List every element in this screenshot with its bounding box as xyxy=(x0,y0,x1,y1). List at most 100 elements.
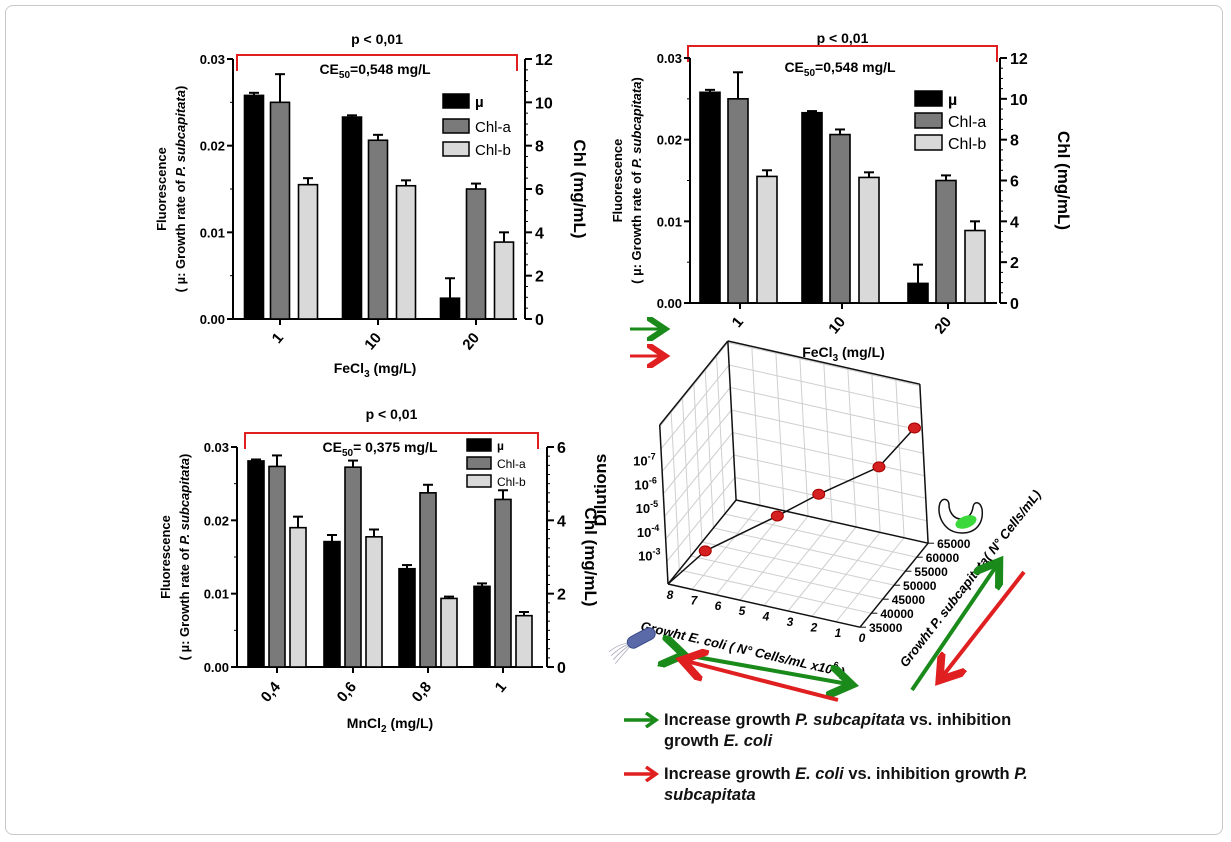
box-edge xyxy=(735,499,929,544)
label-part: ) xyxy=(177,454,192,458)
z-tick-label: 10-3 xyxy=(638,547,660,564)
left-wall-grid xyxy=(704,368,714,529)
x-axis-label: MnCl2 (mg/L) xyxy=(347,715,433,735)
x-tick-label: 4 xyxy=(762,610,770,624)
y-tick-label: 60000 xyxy=(926,551,960,565)
significance-bracket xyxy=(236,54,518,71)
left-tick-label: 0.03 xyxy=(657,51,682,66)
left-tick-label: 0.02 xyxy=(657,133,682,148)
right-axis-label: Chl (mg/mL) xyxy=(581,507,600,606)
legend-label: Chl-a xyxy=(475,119,512,136)
label-species: P. subcapitata xyxy=(173,90,188,176)
back-wall-grid xyxy=(871,373,881,533)
x-label-unit: (mg/L) xyxy=(387,715,434,731)
x-label-main: FeCl xyxy=(802,344,832,360)
legend-label: Chl-b xyxy=(948,136,986,153)
left-axis-label-line2: ( µ: Growth rate of P. subcapitata) xyxy=(173,86,188,293)
legend-species: E. coli xyxy=(795,765,844,783)
y-tick-label: 50000 xyxy=(903,579,937,593)
bar-chart-top-right: p < 0,01 CE50=0,548 mg/L 0.00 0.01 0.02 0.03 0… xyxy=(610,30,1073,364)
legend-label: Chl-b xyxy=(497,475,526,489)
x-tick-label: 8 xyxy=(667,588,674,602)
legend-swatch xyxy=(466,438,492,452)
z-tick-exp: -4 xyxy=(651,523,659,533)
left-tick-label: 0.02 xyxy=(200,139,225,154)
back-wall-grid xyxy=(823,362,833,522)
right-axis-label: Chl (mg/mL) xyxy=(1054,131,1073,230)
y-tick-label: 35000 xyxy=(869,621,903,635)
right-axis-label: Chl (mg/mL) xyxy=(570,139,589,238)
back-wall-grid xyxy=(727,342,921,387)
ce50-prefix: CE xyxy=(784,59,803,75)
z-tick-exp: -7 xyxy=(648,452,656,462)
x-tick-label: 0,8 xyxy=(409,679,435,706)
stat-label: p < 0,01 xyxy=(366,406,418,422)
left-wall-grid xyxy=(670,410,680,571)
bar-chl-a-1 xyxy=(494,498,512,668)
back-wall-grid xyxy=(733,454,926,499)
left-wall-grid xyxy=(661,387,731,472)
ce50-subscript: 50 xyxy=(804,68,816,79)
label-part: ( µ: Growth rate of xyxy=(629,168,644,284)
right-tick-label: 12 xyxy=(535,52,553,69)
right-tick-label: 6 xyxy=(1010,174,1019,191)
floor-grid xyxy=(679,569,872,614)
back-wall-grid xyxy=(895,378,905,538)
x-tick-label: 10 xyxy=(361,330,385,354)
bar-chl-a-0,6 xyxy=(344,466,362,668)
y-tick-label: 65000 xyxy=(937,537,971,551)
chloroplast xyxy=(955,515,977,529)
label-species: P. subcapitata xyxy=(177,458,192,544)
figure-frame xyxy=(5,5,1223,835)
bar-chl-a-10 xyxy=(829,133,851,304)
bar-mu-0,4 xyxy=(247,460,265,668)
green-arrow-icon xyxy=(910,565,997,692)
left-wall-grid xyxy=(664,432,733,517)
x-label-sub: 3 xyxy=(364,369,370,380)
right-tick-label: 8 xyxy=(535,139,544,156)
x-tick-label: 10 xyxy=(825,314,849,338)
box-edge xyxy=(667,499,737,585)
x-label-unit: (mg/L) xyxy=(838,344,885,360)
left-tick-label: 0.00 xyxy=(200,312,225,327)
bar-chl-a-0,4 xyxy=(268,465,286,668)
x-axis-label: FeCl3 (mg/L) xyxy=(334,360,417,380)
legend-species: P. subcapitata xyxy=(795,711,905,729)
significance-bracket xyxy=(687,45,998,62)
back-wall-grid xyxy=(799,357,809,517)
x-tick-label: 2 xyxy=(810,620,818,634)
right-tick-label: 2 xyxy=(1010,255,1019,272)
left-axis-label-line2: ( µ: Growth rate of P. subcapitata) xyxy=(177,454,192,661)
legend-swatch xyxy=(466,474,492,488)
back-wall-grid xyxy=(734,477,928,522)
label-species: E. coli xyxy=(687,629,728,652)
legend-text: Increase growth xyxy=(664,765,796,783)
z-tick-base: 10 xyxy=(633,454,647,469)
legend-label: Chl-a xyxy=(948,114,986,131)
x-tick-label: 0 xyxy=(859,631,866,645)
legend-text: Increase growth xyxy=(664,711,796,729)
right-tick-label: 4 xyxy=(1010,214,1019,231)
data-point-5 xyxy=(907,422,921,434)
bar-chl-b-0,4 xyxy=(289,526,307,668)
bar-chl-b-1 xyxy=(515,614,533,668)
z-tick-label: 10-7 xyxy=(633,452,655,469)
label-part: ) xyxy=(629,77,644,81)
x-tick-label: 1 xyxy=(835,626,842,640)
ce50-label: CE50= 0,375 mg/L xyxy=(322,439,437,459)
bar-mu-20 xyxy=(907,282,929,304)
right-tick-label: 0 xyxy=(1010,296,1019,313)
bar-chart-top-left: p < 0,01 CE50=0,548 mg/L 0.00 0.01 0.02 0.03 0… xyxy=(154,31,589,380)
bar-mu-20 xyxy=(439,297,461,320)
bar-chl-a-20 xyxy=(935,179,957,304)
left-wall-grid xyxy=(660,364,730,450)
left-tick-label: 0.01 xyxy=(204,587,229,602)
bar-chl-b-20 xyxy=(493,241,515,320)
bar-chl-a-0,8 xyxy=(419,492,437,668)
z-tick-base: 10 xyxy=(634,477,648,492)
legend-swatch xyxy=(442,93,470,109)
legend-swatch xyxy=(914,112,943,129)
label-part: ( N° Cells/mL) xyxy=(980,487,1044,563)
z-tick-exp: -6 xyxy=(649,475,657,485)
legend-swatch xyxy=(466,456,492,470)
